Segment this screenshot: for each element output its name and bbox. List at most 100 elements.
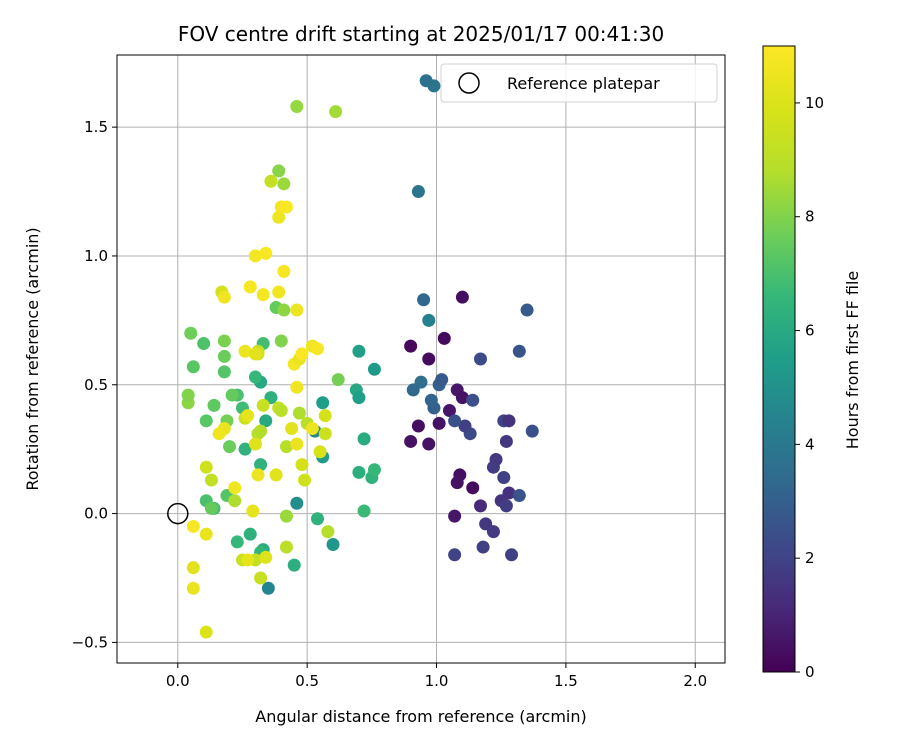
data-point: [248, 249, 262, 263]
data-point: [448, 548, 462, 562]
data-point: [474, 352, 488, 366]
data-point: [520, 303, 534, 317]
data-point: [259, 414, 273, 428]
data-point: [313, 445, 327, 459]
data-point: [455, 290, 469, 304]
data-point: [512, 489, 526, 503]
data-point: [217, 334, 231, 348]
x-tick-label: 0.5: [295, 672, 319, 690]
data-point: [432, 416, 446, 430]
data-point: [274, 404, 288, 418]
data-point: [489, 452, 503, 466]
data-point: [298, 473, 312, 487]
data-point: [207, 398, 221, 412]
colorbar-tick-label: 0: [805, 663, 815, 681]
data-point: [228, 494, 242, 508]
data-point: [246, 504, 260, 518]
data-point: [186, 360, 200, 374]
data-point: [367, 463, 381, 477]
data-point: [474, 499, 488, 513]
data-point: [272, 210, 286, 224]
data-point: [290, 100, 304, 114]
data-point: [305, 422, 319, 436]
colorbar-label: Hours from first FF file: [843, 271, 862, 450]
data-point: [279, 509, 293, 523]
x-axis: 0.0 0.5 1.0 1.5 2.0: [166, 663, 707, 690]
data-point: [181, 388, 195, 402]
data-point: [331, 373, 345, 387]
data-point: [502, 486, 516, 500]
data-point: [225, 388, 239, 402]
data-point: [243, 527, 257, 541]
data-point: [437, 331, 451, 345]
data-point: [277, 177, 291, 191]
data-point: [277, 264, 291, 278]
x-tick-label: 2.0: [683, 672, 707, 690]
data-point: [285, 422, 299, 436]
data-point: [367, 362, 381, 376]
data-point: [448, 414, 462, 428]
legend: Reference platepar: [440, 63, 718, 103]
legend-label: Reference platepar: [507, 74, 660, 93]
data-point: [279, 540, 293, 554]
colorbar-tick-label: 6: [805, 322, 815, 340]
data-point: [184, 326, 198, 340]
data-point: [217, 349, 231, 363]
data-point: [197, 337, 211, 351]
data-point: [458, 419, 472, 433]
data-point: [466, 481, 480, 495]
data-point: [318, 409, 332, 423]
colorbar-tick-label: 10: [805, 94, 824, 112]
y-tick-label: 0.5: [84, 376, 108, 394]
data-point: [274, 334, 288, 348]
data-point: [261, 581, 275, 595]
y-tick-label: 1.5: [84, 118, 108, 136]
data-point: [254, 458, 268, 472]
data-point: [259, 246, 273, 260]
data-point: [435, 373, 449, 387]
data-point: [316, 396, 330, 410]
data-point: [352, 465, 366, 479]
y-axis-label: Rotation from reference (arcmin): [23, 227, 42, 490]
y-tick-label: −0.5: [72, 633, 108, 651]
data-point: [259, 550, 273, 564]
plot-frame: [116, 54, 726, 664]
data-point: [404, 339, 418, 353]
data-point: [279, 200, 293, 214]
x-tick-label: 0.0: [166, 672, 190, 690]
colorbar-gradient: [762, 45, 796, 673]
data-point: [290, 437, 304, 451]
data-point: [411, 185, 425, 199]
colorbar-tick-label: 4: [805, 435, 815, 453]
data-point: [442, 404, 456, 418]
y-tick-label: 0.0: [84, 505, 108, 523]
data-point: [499, 434, 513, 448]
data-point: [466, 393, 480, 407]
data-point: [290, 380, 304, 394]
data-point: [422, 352, 436, 366]
data-point: [321, 525, 335, 539]
legend-marker-icon: [458, 72, 480, 94]
data-point: [326, 537, 340, 551]
data-point: [422, 437, 436, 451]
data-point: [186, 581, 200, 595]
x-tick-label: 1.5: [554, 672, 578, 690]
data-point: [230, 535, 244, 549]
data-point: [427, 79, 441, 93]
data-point: [272, 164, 286, 178]
data-point: [525, 424, 539, 438]
y-axis: −0.5 0.0 0.5 1.0 1.5: [72, 118, 117, 651]
colorbar: 0 2 4 6 8 10 Hours from first FF file: [762, 45, 862, 681]
data-point: [295, 458, 309, 472]
data-point: [279, 440, 293, 454]
data-point: [512, 344, 526, 358]
data-point: [417, 293, 431, 307]
data-point: [497, 471, 511, 485]
legend-box: [440, 63, 718, 103]
data-point: [186, 519, 200, 533]
data-point: [277, 303, 291, 317]
data-point: [290, 303, 304, 317]
data-point: [404, 434, 418, 448]
data-point: [223, 440, 237, 454]
data-point: [251, 468, 265, 482]
